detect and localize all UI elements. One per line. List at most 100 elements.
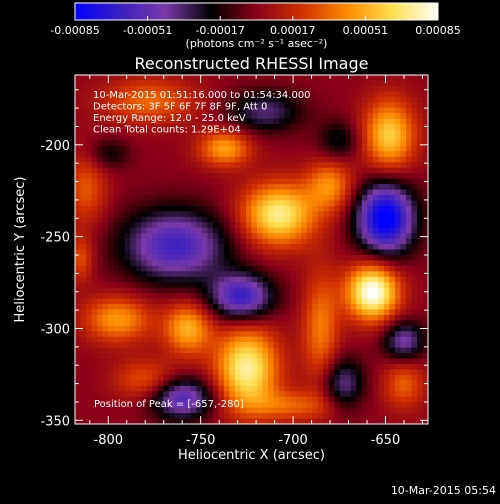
- heatmap-cell: [400, 216, 407, 223]
- heatmap-cell: [334, 265, 341, 272]
- heatmap-cell: [279, 325, 286, 332]
- heatmap-cell: [157, 129, 164, 136]
- heatmap-cell: [290, 396, 297, 403]
- heatmap-cell: [356, 287, 363, 294]
- heatmap-cell: [356, 96, 363, 103]
- heatmap-cell: [108, 418, 115, 424]
- heatmap-cell: [135, 282, 142, 289]
- heatmap-cell: [411, 293, 418, 300]
- heatmap-cell: [284, 118, 291, 125]
- heatmap-cell: [312, 265, 319, 272]
- heatmap-cell: [245, 107, 253, 114]
- heatmap-cell: [223, 265, 231, 272]
- heatmap-cell: [174, 260, 181, 267]
- heatmap-cell: [152, 85, 159, 92]
- colorbar-gradient: [75, 3, 438, 20]
- heatmap-cell: [367, 211, 374, 218]
- heatmap-cell: [328, 216, 335, 223]
- heatmap-cell: [91, 194, 98, 202]
- heatmap-cell: [234, 102, 242, 109]
- heatmap-cell: [268, 124, 275, 131]
- heatmap-cell: [383, 380, 390, 387]
- heatmap-cell: [301, 107, 308, 114]
- heatmap-cell: [422, 124, 428, 131]
- heatmap-cell: [361, 233, 368, 240]
- heatmap-cell: [185, 134, 192, 142]
- heatmap-cell: [383, 369, 390, 376]
- heatmap-cell: [422, 402, 428, 409]
- heatmap-cell: [124, 173, 131, 180]
- heatmap-cell: [257, 75, 264, 82]
- heatmap-cell: [91, 260, 98, 267]
- heatmap-cell: [290, 184, 297, 191]
- heatmap-cell: [240, 287, 247, 294]
- heatmap-cell: [290, 200, 297, 207]
- heatmap-cell: [422, 118, 428, 125]
- heatmap-cell: [284, 233, 291, 240]
- heatmap-cell: [152, 358, 159, 365]
- heatmap-cell: [339, 391, 346, 398]
- heatmap-cell: [157, 402, 164, 409]
- heatmap-cell: [405, 413, 413, 420]
- heatmap-cell: [135, 189, 142, 196]
- heatmap-cell: [97, 173, 104, 180]
- heatmap-cell: [113, 85, 120, 92]
- heatmap-cell: [157, 364, 164, 371]
- heatmap-cell: [389, 102, 396, 109]
- heatmap-cell: [196, 85, 203, 92]
- heatmap-cell: [334, 364, 341, 371]
- heatmap-cell: [157, 276, 164, 283]
- heatmap-cell: [196, 309, 203, 316]
- heatmap-cell: [350, 320, 357, 327]
- heatmap-cell: [113, 325, 120, 332]
- heatmap-cell: [212, 325, 220, 332]
- heatmap-cell: [97, 374, 104, 381]
- heatmap-cell: [80, 331, 87, 338]
- heatmap-cell: [168, 222, 175, 229]
- heatmap-cell: [75, 216, 82, 223]
- heatmap-cell: [416, 396, 424, 403]
- heatmap-cell: [234, 80, 242, 87]
- heatmap-cell: [306, 134, 313, 142]
- heatmap-cell: [108, 347, 115, 354]
- x-axis-ticks: -800 -750 -700 -650: [89, 75, 423, 448]
- heatmap-cell: [185, 244, 192, 251]
- heatmap-cell: [279, 222, 286, 229]
- heatmap-cell: [207, 304, 214, 311]
- heatmap-cell: [229, 282, 236, 289]
- heatmap-cell: [212, 140, 220, 147]
- heatmap-cell: [284, 358, 291, 365]
- heatmap-cell: [367, 380, 374, 387]
- heatmap-cell: [389, 331, 396, 338]
- heatmap-cell: [240, 173, 247, 180]
- heatmap-cell: [86, 205, 93, 212]
- heatmap-cell: [135, 293, 142, 300]
- heatmap-cell: [157, 140, 164, 147]
- heatmap-cell: [273, 249, 280, 256]
- heatmap-cell: [234, 129, 242, 136]
- heatmap-cell: [91, 211, 98, 218]
- heatmap-cell: [334, 325, 341, 332]
- heatmap-cell: [317, 244, 324, 251]
- heatmap-cell: [328, 254, 335, 261]
- heatmap-cell: [190, 304, 197, 311]
- heatmap-cell: [317, 167, 324, 174]
- heatmap-cell: [229, 320, 236, 327]
- heatmap-cell: [80, 249, 87, 256]
- heatmap-cell: [212, 96, 220, 103]
- heatmap-cell: [80, 293, 87, 300]
- heatmap-cell: [251, 402, 258, 409]
- heatmap-cell: [234, 320, 242, 327]
- heatmap-cell: [102, 156, 109, 163]
- heatmap-cell: [229, 385, 236, 392]
- heatmap-cell: [179, 358, 186, 365]
- heatmap-cell: [218, 271, 225, 278]
- heatmap-cell: [86, 358, 93, 365]
- heatmap-cell: [190, 145, 197, 152]
- heatmap-cell: [201, 320, 208, 327]
- heatmap-cell: [400, 107, 407, 114]
- heatmap-cell: [185, 298, 192, 305]
- heatmap-cell: [234, 298, 242, 305]
- heatmap-cell: [179, 265, 186, 272]
- heatmap-cell: [223, 107, 231, 114]
